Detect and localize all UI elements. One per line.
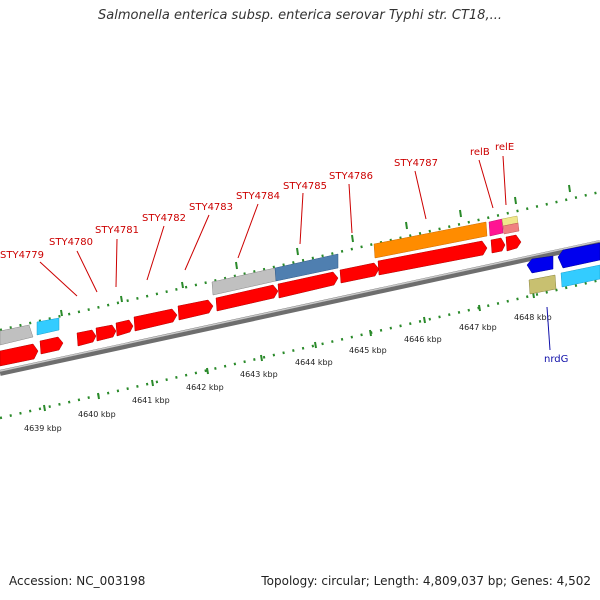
- cds-arrow[interactable]: [177, 299, 214, 321]
- gene-label: STY4786: [329, 171, 373, 182]
- kbp-label: 4646 kbp: [404, 335, 442, 344]
- gene-label: STY4782: [142, 213, 186, 224]
- blue-reverse-arrow[interactable]: [557, 242, 600, 269]
- topology-summary-text: Topology: circular; Length: 4,809,037 bp…: [261, 574, 591, 588]
- gene-label: STY4779: [0, 250, 44, 261]
- khaki-feature[interactable]: [528, 274, 557, 295]
- cds-arrow[interactable]: [490, 237, 506, 254]
- backbone: [0, 240, 600, 376]
- lower-ruler: [0, 278, 600, 420]
- upper-ruler: [0, 184, 600, 332]
- leader-relb: [478, 159, 494, 209]
- cds-arrow[interactable]: [377, 240, 488, 276]
- leader-sty4782: [146, 225, 165, 281]
- lower-ruler-major-ticks: [43, 291, 535, 412]
- kbp-label: 4647 kbp: [459, 323, 497, 332]
- gene-label: STY4783: [189, 202, 233, 213]
- cds-arrow[interactable]: [339, 262, 380, 284]
- gene-labels: STY4779 STY4780 STY4781 STY4782 STY4783 …: [0, 142, 568, 365]
- cds-arrow[interactable]: [95, 324, 117, 342]
- gene-label: relB: [470, 147, 490, 158]
- kbp-label: 4641 kbp: [132, 396, 170, 405]
- leader-rele: [502, 155, 507, 206]
- feature-track-top: [0, 215, 520, 346]
- leader-sty4783: [184, 214, 210, 271]
- kbp-label: 4644 kbp: [295, 358, 333, 367]
- cyan-feature[interactable]: [36, 317, 60, 336]
- kbp-label: 4639 kbp: [24, 424, 62, 433]
- backbone-light: [0, 240, 600, 372]
- blue-reverse-arrow[interactable]: [526, 255, 554, 274]
- leader-sty4785: [299, 192, 304, 245]
- cds-arrow[interactable]: [133, 308, 178, 332]
- accession-text: Accession: NC_003198: [9, 574, 146, 588]
- gene-label: STY4784: [236, 191, 280, 202]
- leader-sty4784: [237, 203, 259, 259]
- kbp-label: 4640 kbp: [78, 410, 116, 419]
- cds-arrow[interactable]: [215, 284, 279, 312]
- map-title: Salmonella enterica subsp. enterica sero…: [98, 8, 502, 23]
- leader-sty4779: [39, 261, 78, 297]
- magenta-feature[interactable]: [488, 218, 504, 237]
- gene-label: STY4785: [283, 181, 327, 192]
- cds-arrow[interactable]: [0, 343, 39, 367]
- cds-arrow[interactable]: [115, 319, 134, 337]
- cds-arrow[interactable]: [76, 329, 97, 347]
- cds-track-reverse: [526, 242, 600, 295]
- leader-sty4786: [348, 183, 353, 234]
- pink-feature[interactable]: [502, 222, 520, 235]
- cds-arrow[interactable]: [505, 234, 522, 252]
- leader-sty4781: [115, 238, 118, 288]
- kbp-label: 4643 kbp: [240, 370, 278, 379]
- lower-ruler-line: [0, 278, 600, 420]
- orange-feature[interactable]: [373, 221, 488, 259]
- cyan-feature[interactable]: [560, 264, 600, 288]
- cds-track-forward: [0, 234, 522, 367]
- leader-sty4787: [414, 170, 427, 220]
- leader-sty4780: [76, 250, 98, 293]
- upper-ruler-major-ticks: [60, 184, 571, 317]
- backbone-dark: [0, 240, 600, 376]
- gene-label: relE: [495, 142, 514, 153]
- kbp-label: 4645 kbp: [349, 346, 387, 355]
- steelblue-feature[interactable]: [274, 253, 339, 282]
- kbp-labels: 4639 kbp 4640 kbp 4641 kbp 4642 kbp 4643…: [24, 313, 552, 433]
- leader-lines: [39, 155, 551, 351]
- gene-label: STY4787: [394, 158, 438, 169]
- gray-feature[interactable]: [0, 324, 34, 346]
- gene-label: nrdG: [544, 354, 568, 365]
- cds-arrow[interactable]: [39, 336, 64, 355]
- gene-label: STY4780: [49, 237, 93, 248]
- kbp-label: 4648 kbp: [514, 313, 552, 322]
- gene-label: STY4781: [95, 225, 139, 236]
- cds-arrow[interactable]: [277, 271, 339, 299]
- kbp-label: 4642 kbp: [186, 383, 224, 392]
- leader-nrdg: [546, 306, 551, 351]
